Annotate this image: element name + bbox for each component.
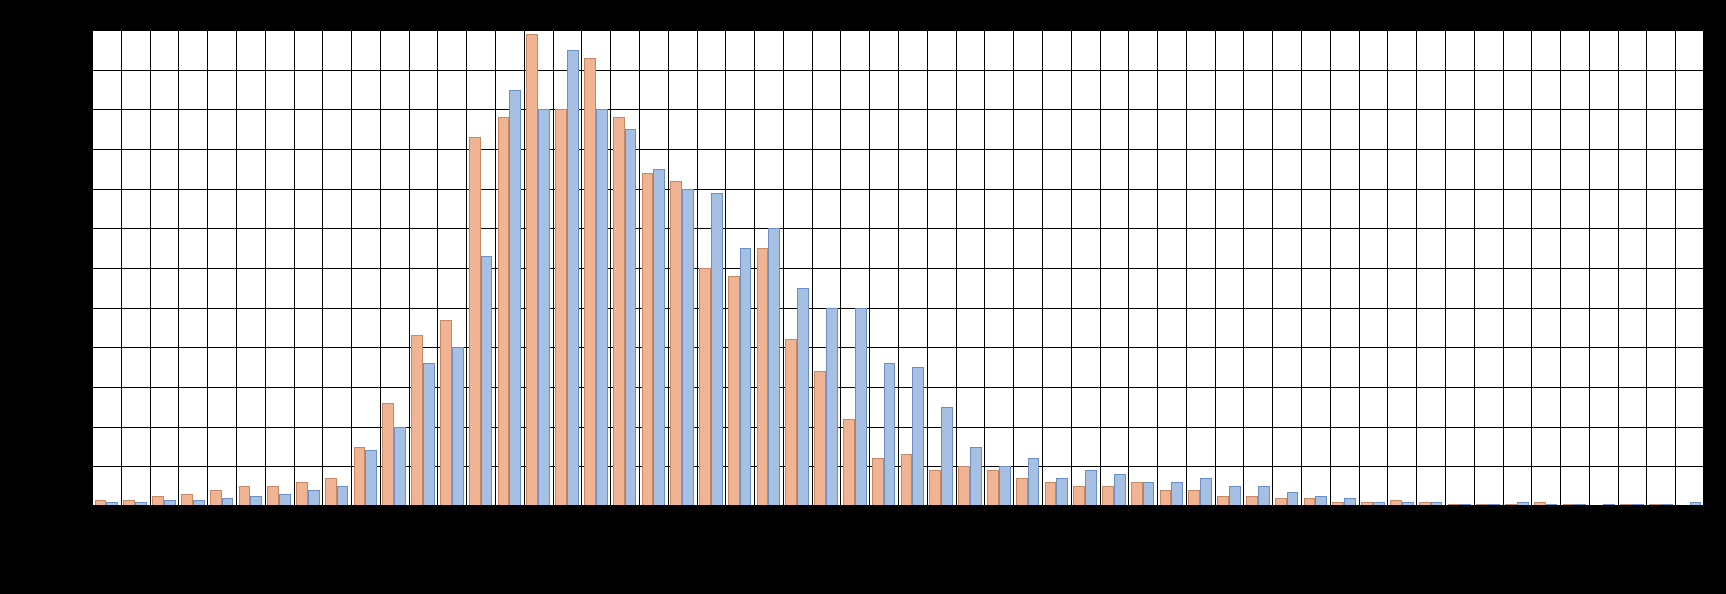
histogram-bar: [1143, 482, 1155, 506]
histogram-bar: [1073, 486, 1085, 506]
histogram-bar: [970, 447, 982, 507]
histogram-bar: [987, 470, 999, 506]
histogram-bar: [354, 447, 366, 507]
histogram-bar: [711, 193, 723, 506]
histogram-bar: [555, 109, 567, 506]
histogram-bar: [728, 276, 740, 506]
histogram-bar: [509, 90, 521, 507]
histogram-bar: [365, 450, 377, 506]
histogram-bar: [526, 34, 538, 506]
gridline-horizontal: [92, 506, 1704, 507]
histogram-bar: [1102, 486, 1114, 506]
histogram-bar: [999, 466, 1011, 506]
histogram-bar: [1045, 482, 1057, 506]
histogram-bar: [843, 419, 855, 506]
histogram-bar: [411, 335, 423, 506]
histogram-bar: [1131, 482, 1143, 506]
histogram-bar: [814, 371, 826, 506]
histogram-bar: [797, 288, 809, 506]
histogram-bar: [625, 129, 637, 506]
histogram-bar: [1171, 482, 1183, 506]
histogram-bar: [394, 427, 406, 506]
histogram-bar: [1056, 478, 1068, 506]
histogram-bar: [1200, 478, 1212, 506]
histogram-bar: [296, 482, 308, 506]
histogram-bar: [826, 308, 838, 506]
histogram-bar: [642, 173, 654, 506]
histogram-bar: [682, 189, 694, 506]
histogram-bar: [1188, 490, 1200, 506]
histogram-bar: [337, 486, 349, 506]
bars-layer: [92, 30, 1704, 506]
histogram-bar: [308, 490, 320, 506]
histogram-bar: [958, 466, 970, 506]
histogram-bar: [1085, 470, 1097, 506]
histogram-bar: [1114, 474, 1126, 506]
gridline-vertical: [1704, 30, 1705, 506]
histogram-bar: [423, 363, 435, 506]
histogram-bar: [740, 248, 752, 506]
histogram-bar: [267, 486, 279, 506]
histogram-bar: [757, 248, 769, 506]
histogram-bar: [1287, 492, 1299, 506]
histogram-bar: [440, 320, 452, 506]
histogram-bar: [498, 117, 510, 506]
histogram-bar: [382, 403, 394, 506]
histogram-bar: [670, 181, 682, 506]
histogram-bar: [912, 367, 924, 506]
histogram-bar: [584, 58, 596, 506]
histogram-bar: [1028, 458, 1040, 506]
histogram-bar: [653, 169, 665, 506]
histogram-bar: [699, 268, 711, 506]
histogram-bar: [1160, 490, 1172, 506]
histogram-bar: [872, 458, 884, 506]
histogram-bar: [210, 490, 222, 506]
histogram-bar: [1016, 478, 1028, 506]
histogram-bar: [239, 486, 251, 506]
histogram-bar: [884, 363, 896, 506]
histogram-bar: [469, 137, 481, 506]
histogram-bar: [901, 454, 913, 506]
plot-area: [92, 30, 1704, 506]
histogram-bar: [785, 339, 797, 506]
histogram-bar: [1229, 486, 1241, 506]
histogram-bar: [941, 407, 953, 506]
histogram-bar: [538, 109, 550, 506]
histogram-bar: [481, 256, 493, 506]
histogram-bar: [613, 117, 625, 506]
histogram-bar: [596, 109, 608, 506]
histogram-bar: [855, 308, 867, 506]
histogram-bar: [1258, 486, 1270, 506]
histogram-bar: [929, 470, 941, 506]
histogram-bar: [452, 347, 464, 506]
histogram-bar: [768, 228, 780, 506]
histogram-bar: [567, 50, 579, 506]
histogram-bar: [325, 478, 337, 506]
